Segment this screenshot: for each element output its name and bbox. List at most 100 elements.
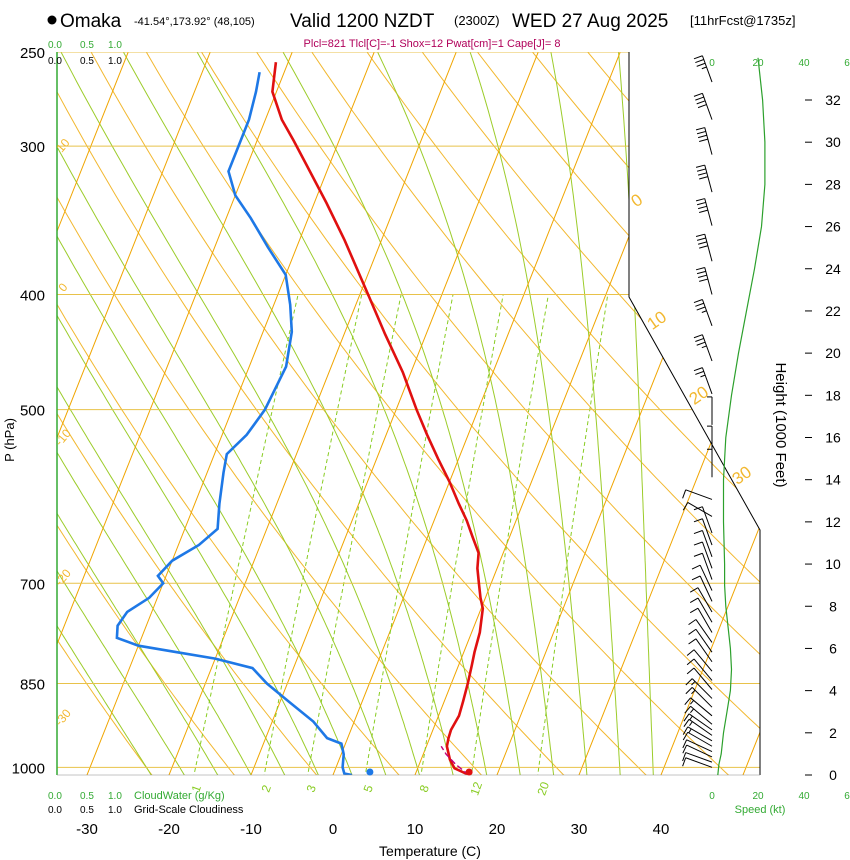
wind-barb-staff [699,575,713,602]
cloud-water-scale-bottom-0: 0.0 [48,791,62,802]
cloud-water-scale-bottom-2: 1.0 [108,791,122,802]
dry-adiabat-line [57,52,415,775]
wind-barb-flag [682,757,687,767]
wind-barb [688,628,713,653]
speed-tick-top-40: 40 [798,58,810,69]
wind-barb-staff [688,718,713,736]
wind-barb-flag [693,299,703,304]
dry-adiabat-line [57,52,582,775]
surface-temperature-marker [465,768,473,776]
x-axis-title: Temperature (C) [379,843,481,859]
height-tick-label: 4 [829,683,837,699]
isotherm-line [653,52,760,775]
temperature-tick-label: 20 [489,821,506,838]
mixing-ratio-line [361,294,454,775]
wind-barb-flag [695,96,704,101]
wind-barb-half-flag [691,689,696,695]
wind-barb-flag [686,667,695,675]
wind-barb-staff [686,739,713,753]
cloud-water-scale-top-1: 0.5 [80,40,94,51]
cloud-water-scale-bottom-1: 0.5 [80,791,94,802]
wind-barb-flag [685,678,693,686]
wind-barb-half-flag [691,681,696,686]
wind-barb-flag [682,732,689,741]
dry-adiabat-line [393,52,760,775]
wind-barb [693,367,713,395]
mixing-ratio-label: 20 [534,780,552,798]
wind-barb [682,731,713,747]
speed-tick-bottom-0: 0 [709,791,715,802]
wind-barb-staff [685,752,713,763]
height-tick-label: 10 [825,556,841,572]
skew-temperature-label: -20 [52,566,74,589]
mixing-ratio-label: 1 [189,783,205,794]
wind-barb-staff [690,705,713,725]
mixing-ratio-line [468,294,549,775]
wind-barb-flag [697,104,707,109]
wind-barb-flag [695,266,705,271]
wind-barb-staff [690,697,713,717]
wind-barb [689,597,713,623]
speed-tick-bottom-20: 20 [752,791,764,802]
wind-barb-staff [693,667,713,690]
wind-barb [682,757,713,768]
dry-adiabat-line [57,52,665,775]
wind-barb [683,718,713,736]
temperature-tick-label: -20 [158,821,180,838]
height-tick-label: 24 [825,261,841,277]
wind-barb [693,518,713,546]
valid-date: WED 27 Aug 2025 [512,11,668,32]
wind-barb-flag [698,205,707,210]
cloudiness-scale-top-1: 0.5 [80,56,94,67]
wind-barb-flag [695,233,705,237]
wind-barb-flag [696,270,706,275]
moist-adiabat-line [57,52,393,775]
wind-barb-flag [682,726,689,735]
dry-adiabat-line [57,52,498,775]
mixing-ratio-line [260,294,363,775]
wind-barb [707,425,713,455]
height-tick-label: 28 [825,176,841,192]
wind-barb-flag [696,130,706,135]
surface-dewpoint-marker [366,768,374,776]
skew-temperature-label: -10 [52,426,74,449]
pressure-tick-label: 500 [20,403,45,420]
wind-barb-staff [704,164,713,193]
pressure-tick-label: 400 [20,288,45,305]
wind-barb [693,552,713,580]
wind-barb [685,678,713,699]
wind-barb [682,752,713,763]
wind-barb-flag [695,198,705,202]
wind-barb-flag [693,552,703,557]
wind-barb-flag [691,575,701,581]
skew-temperature-label: 10 [53,136,73,155]
wind-barb-staff [691,678,713,699]
wind-barb-half-flag [690,708,694,714]
wind-barb [684,697,713,717]
height-tick-label: 14 [825,472,841,488]
plot-right-boundary [628,52,761,775]
isotherm-line [243,52,585,775]
mixing-ratio-line [535,294,609,775]
isotherm-line [0,0,10,792]
height-tick-label: 12 [825,514,841,530]
wind-barb-flag [693,92,703,97]
wind-barb-staff [701,299,713,326]
wind-barb-flag [696,306,706,311]
wind-barb [682,744,713,758]
wind-barb-flag [693,55,703,60]
height-tick-label: 32 [825,92,841,108]
height-tick-label: 20 [825,345,841,361]
wind-barb [691,575,713,602]
cloudiness-scale-top-0: 0.0 [48,56,62,67]
wind-barb [693,530,713,557]
wind-barb-flag [683,713,690,722]
dewpoint-line [115,71,353,775]
height-tick-label: 30 [825,134,841,150]
wind-barb-flag [696,62,706,67]
temperature-tick-label: 0 [329,821,337,838]
isotherm-line [325,52,667,775]
wind-barb-flag [695,337,704,342]
wind-speed-line [717,57,766,776]
wind-barb-half-flag [690,700,694,705]
